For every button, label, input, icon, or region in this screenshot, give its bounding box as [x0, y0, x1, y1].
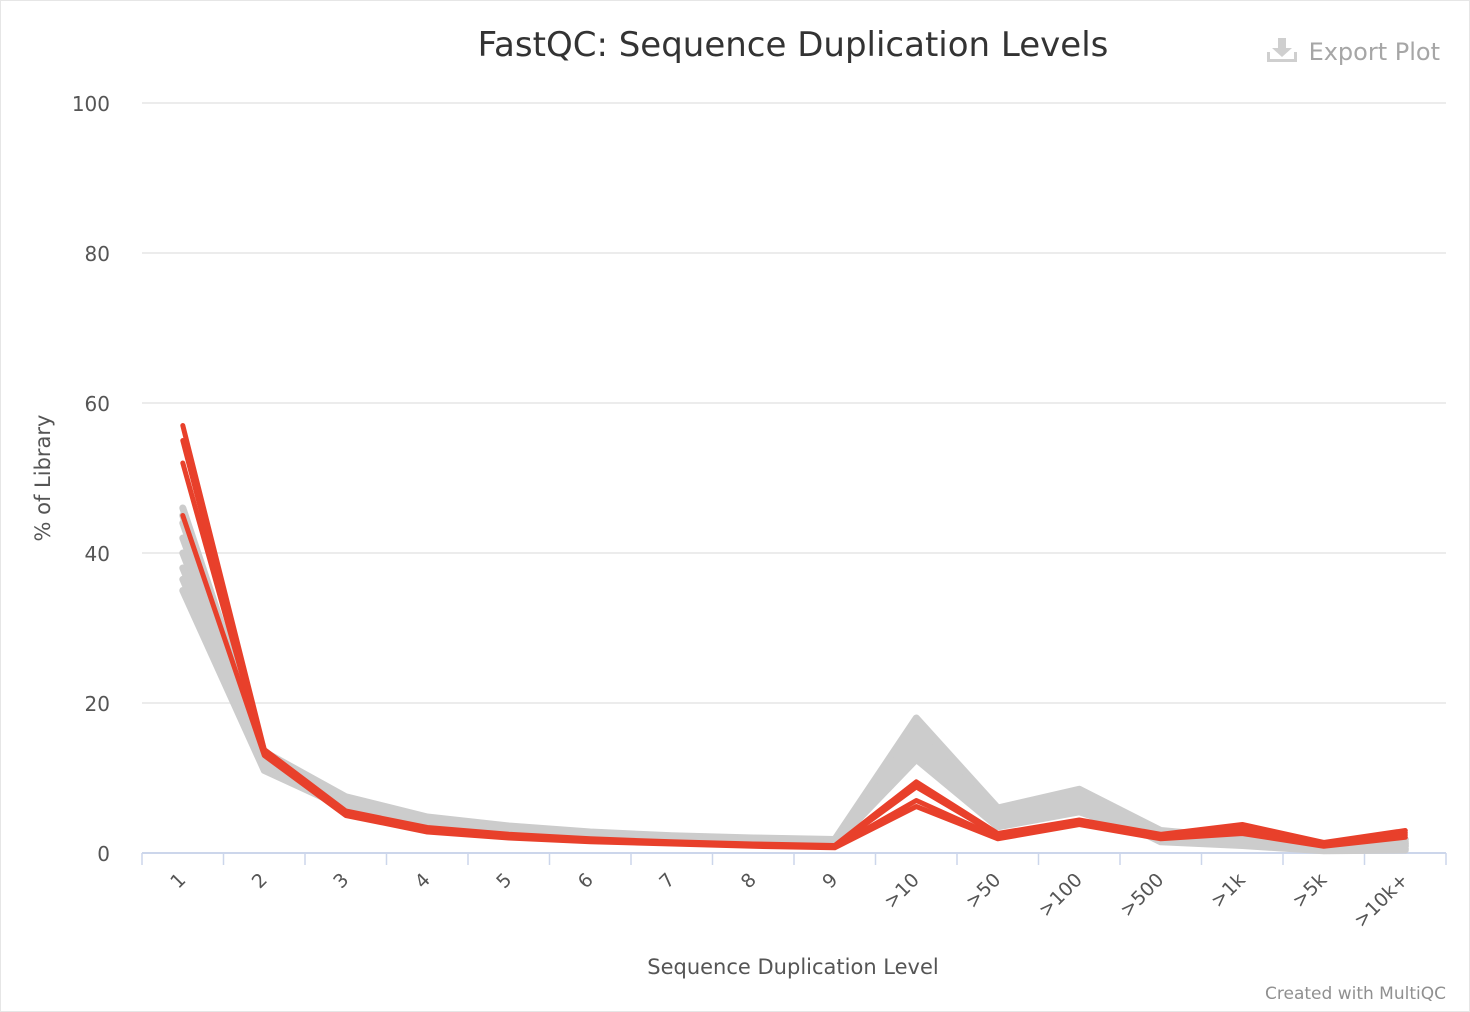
- chart-title: FastQC: Sequence Duplication Levels: [478, 25, 1109, 65]
- x-tick-label: >50: [961, 869, 1005, 913]
- fail-series-line-10[interactable]: [180, 460, 1408, 850]
- x-tick-label: 8: [737, 869, 761, 893]
- pass-series-group: [179, 504, 1409, 855]
- download-icon: [1265, 36, 1299, 68]
- x-tick-label: 3: [329, 869, 353, 893]
- fail-series-line-8[interactable]: [180, 423, 1408, 848]
- fail-series-line-11[interactable]: [180, 513, 1408, 851]
- y-tick-label: 80: [85, 242, 110, 266]
- x-tick-label: >1k: [1207, 869, 1250, 912]
- y-axis-label: % of Library: [31, 415, 55, 542]
- pass-series-line-0[interactable]: [179, 504, 1409, 849]
- x-tick-label: >100: [1034, 869, 1086, 921]
- x-tick-label: >5k: [1288, 869, 1331, 912]
- y-tick-label: 0: [97, 842, 110, 866]
- x-tick-label: 4: [411, 869, 435, 893]
- x-axis-label: Sequence Duplication Level: [647, 955, 939, 979]
- x-tick-label: >10: [880, 869, 924, 913]
- multiqc-credit[interactable]: Created with MultiQC: [1265, 984, 1446, 1004]
- x-tick-label: 7: [655, 869, 679, 893]
- y-tick-label: 60: [85, 392, 110, 416]
- export-plot-button[interactable]: Export Plot: [1265, 36, 1440, 68]
- x-tick-label: >500: [1116, 869, 1168, 921]
- x-tick-label: >10k+: [1350, 869, 1413, 932]
- gridlines: [142, 102, 1446, 704]
- pass-series-line-1[interactable]: [179, 519, 1409, 850]
- x-axis: 1 2 3 4 5 6 7 8 9 >10 >50 >100 >500 >1k >5k >10k+: [141, 852, 1447, 932]
- fail-series-line-9[interactable]: [180, 438, 1408, 849]
- pass-series-line-3[interactable]: [179, 549, 1409, 852]
- y-axis-ticks: 0 20 40 60 80 100: [72, 92, 110, 866]
- pass-series-line-7[interactable]: [179, 512, 1409, 855]
- y-tick-label: 20: [85, 692, 110, 716]
- x-tick-label: 2: [248, 869, 272, 893]
- x-tick-label: 1: [166, 869, 190, 893]
- x-tick-label: 6: [574, 869, 598, 893]
- fail-series-group: [180, 423, 1408, 851]
- x-tick-label: 9: [818, 869, 842, 893]
- x-tick-label: 5: [492, 869, 516, 893]
- y-tick-label: 100: [72, 92, 110, 116]
- export-plot-label: Export Plot: [1308, 38, 1440, 66]
- y-tick-label: 40: [85, 542, 110, 566]
